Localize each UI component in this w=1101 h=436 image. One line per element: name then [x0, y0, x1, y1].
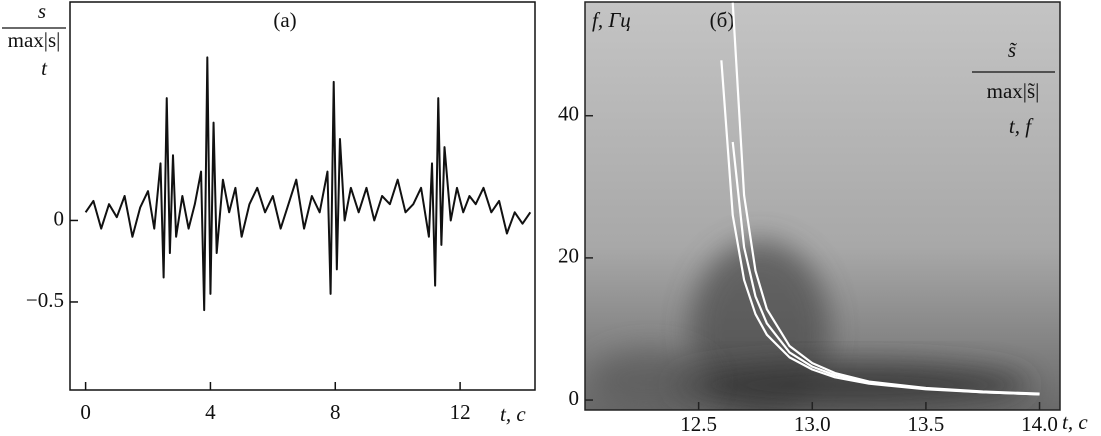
x-tick-label: 4 — [205, 400, 216, 424]
x-tick-label: 13.5 — [908, 412, 945, 436]
y-tick-label: 40 — [558, 102, 579, 126]
y-tick-label: 20 — [558, 244, 579, 268]
y-label: s — [38, 0, 46, 23]
x-tick-label: 14.0 — [1021, 412, 1058, 436]
spectrogram — [585, 2, 1060, 410]
y-tick-label: 0 — [569, 386, 580, 410]
spectrogram-energy — [590, 350, 710, 410]
annotation: max|s̃| — [987, 79, 1040, 103]
plot-area — [84, 56, 532, 312]
y-label: t — [41, 56, 48, 80]
y-label: f, Гц — [592, 8, 631, 32]
y-tick-label: 0 — [54, 206, 65, 230]
panel-label: (а) — [273, 8, 296, 32]
panel-label: (б) — [710, 8, 735, 32]
y-label: max|s| — [8, 28, 61, 52]
x-tick-label: 12 — [450, 400, 471, 424]
spectrogram-energy — [670, 363, 1030, 407]
x-tick-label: 0 — [80, 400, 91, 424]
x-label: t, c — [500, 402, 526, 426]
data-line — [84, 56, 532, 312]
x-tick-label: 12.5 — [680, 412, 717, 436]
plot-frame — [584, 1, 1061, 411]
annotation: t, f — [1009, 114, 1034, 138]
plot-area — [720, 2, 1040, 396]
plot-frame — [69, 1, 536, 391]
y-tick-label: −0.5 — [26, 288, 64, 312]
annotation: s̃ — [1008, 38, 1018, 62]
x-tick-label: 13.0 — [794, 412, 831, 436]
x-label: t, c — [1062, 410, 1088, 434]
x-tick-label: 8 — [330, 400, 341, 424]
data-line — [731, 2, 1040, 395]
